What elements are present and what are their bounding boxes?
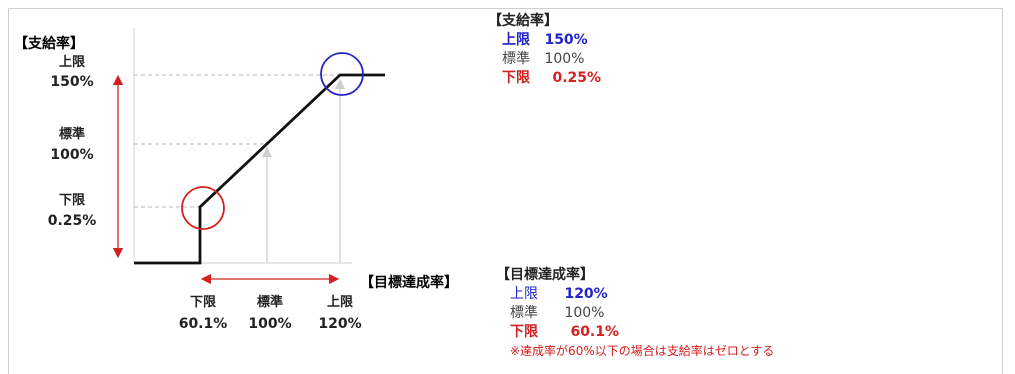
y-label-upper: 上限 — [59, 55, 86, 70]
target-rate-panel: 【目標達成率】 上限 120% 標準 100% 下限 60.1% ※達成率が60… — [496, 266, 774, 361]
pay-row-lower-key: 下限 — [502, 70, 530, 86]
x-label-lower: 下限 — [190, 295, 217, 310]
target-row-lower-key: 下限 — [510, 324, 538, 340]
pay-row-lower-value: 0.25% — [552, 70, 602, 86]
target-row-standard-key: 標準 — [510, 305, 538, 321]
y-value-standard: 100% — [50, 147, 93, 163]
target-row-upper-value: 120% — [564, 286, 608, 302]
pay-row-standard-value: 100% — [544, 51, 585, 67]
target-panel-note: ※達成率が60%以下の場合は支給率はゼロとする — [510, 344, 775, 358]
pay-row-upper-value: 150% — [544, 32, 588, 48]
target-panel-title: 【目標達成率】 — [496, 267, 594, 283]
y-value-lower: 0.25% — [48, 213, 97, 229]
pay-row-upper: 上限 150% — [488, 31, 601, 50]
target-row-lower-value: 60.1% — [570, 324, 620, 340]
x-label-upper: 上限 — [327, 295, 354, 310]
pay-panel-title: 【支給率】 — [488, 13, 558, 29]
target-row-upper-key: 上限 — [510, 286, 538, 302]
x-value-lower: 60.1% — [179, 316, 228, 332]
pay-row-standard-key: 標準 — [502, 51, 530, 67]
x-label-standard: 標準 — [257, 294, 283, 310]
target-row-standard-value: 100% — [564, 305, 605, 321]
lower-limit-circle — [181, 186, 225, 230]
y-value-upper: 150% — [50, 74, 93, 90]
y-label-lower: 下限 — [59, 193, 86, 208]
target-row-standard: 標準 100% — [496, 304, 774, 323]
x-axis-title: 【目標達成率】 — [360, 274, 458, 291]
pay-rate-panel: 【支給率】 上限 150% 標準 100% 下限 0.25% — [488, 12, 601, 88]
x-value-standard: 100% — [248, 316, 291, 332]
pay-row-upper-key: 上限 — [502, 32, 530, 48]
target-row-upper: 上限 120% — [496, 285, 774, 304]
y-axis-title: 【支給率】 — [14, 35, 84, 52]
target-row-lower: 下限 60.1% — [496, 323, 774, 342]
pay-row-lower: 下限 0.25% — [488, 69, 601, 88]
upper-limit-circle — [320, 52, 364, 96]
payout-line — [134, 73, 385, 265]
pay-row-standard: 標準 100% — [488, 50, 601, 69]
y-label-standard: 標準 — [59, 126, 85, 142]
frame-border — [8, 8, 1003, 374]
x-value-upper: 120% — [318, 316, 361, 332]
